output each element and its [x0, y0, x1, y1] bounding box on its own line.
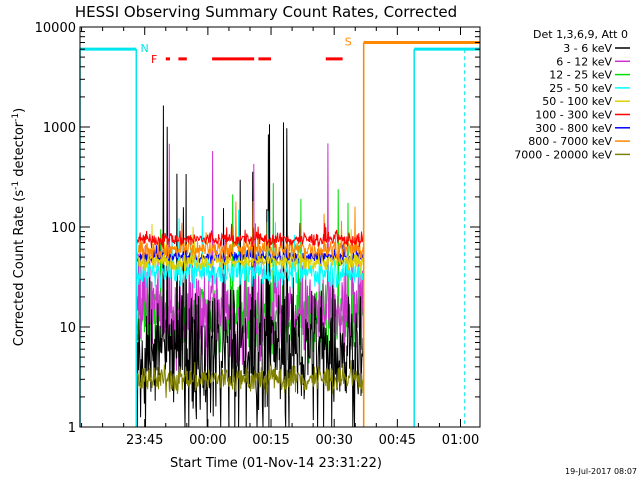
series-line-8 [135, 360, 365, 398]
data-layer [135, 105, 365, 428]
x-tick-label: 00:00 [189, 433, 226, 448]
legend-label-8: 7000 - 20000 keV [514, 148, 612, 161]
legend-label-4: 50 - 100 keV [542, 95, 612, 108]
timestamp: 19-Jul-2017 08:07 [565, 467, 637, 476]
y-tick-label: 100 [51, 221, 76, 236]
x-axis: 23:45 00:00 00:15 00:30 00:45 01:00 [81, 27, 479, 448]
x-tick-label: 01:00 [442, 433, 479, 448]
x-tick-label: 00:30 [315, 433, 352, 448]
flare-flag-label: F [151, 53, 157, 66]
flag-label-N: N [141, 42, 149, 55]
legend-label-7: 800 - 7000 keV [528, 135, 612, 148]
y-axis: 1 10 100 1000 10000 [35, 21, 480, 436]
legend-label-1: 6 - 12 keV [556, 55, 612, 68]
flag-label-S: S [345, 35, 352, 48]
y-axis-label-sup1: -1 [11, 181, 21, 190]
y-tick-label: 1 [68, 421, 76, 436]
series-line-3 [135, 209, 365, 292]
series-line-5 [135, 222, 365, 248]
y-tick-label: 10000 [35, 21, 76, 36]
y-axis-label-main: Corrected Count Rate (s [12, 190, 27, 347]
series-line-4 [135, 221, 364, 275]
y-tick-label: 1000 [43, 121, 76, 136]
legend-label-5: 100 - 300 keV [535, 109, 612, 122]
x-tick-label: 23:45 [126, 433, 163, 448]
x-tick-label: 00:45 [379, 433, 416, 448]
y-axis-label-end: ) [12, 108, 27, 113]
legend-label-3: 25 - 50 keV [549, 82, 612, 95]
legend-label-6: 300 - 800 keV [535, 122, 612, 135]
x-tick-label: 00:15 [252, 433, 289, 448]
chart-title: HESSI Observing Summary Count Rates, Cor… [75, 3, 457, 21]
y-axis-label-sup2: -1 [11, 113, 21, 122]
series-line-0 [135, 105, 365, 428]
series-line-7 [135, 201, 365, 263]
legend-header: Det 1,3,6,9, Att 0 [533, 28, 628, 41]
legend-label-0: 3 - 6 keV [563, 42, 612, 55]
y-axis-label: Corrected Count Rate (s-1 detector-1) [11, 108, 27, 346]
y-axis-label-mid: detector [12, 121, 27, 181]
y-tick-label: 10 [59, 321, 76, 336]
legend-label-2: 12 - 25 keV [549, 69, 612, 82]
x-axis-label: Start Time (01-Nov-14 23:31:22) [170, 456, 382, 471]
